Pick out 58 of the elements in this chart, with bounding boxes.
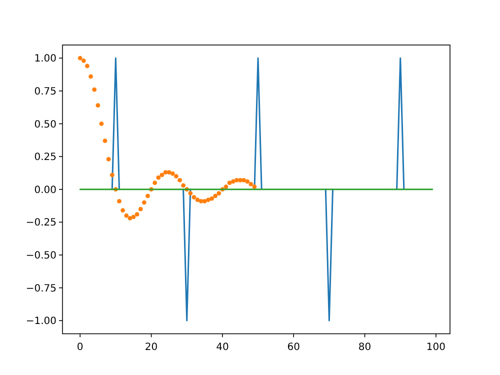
point xyxy=(252,184,257,189)
y-tick-label: −0.25 xyxy=(26,218,56,229)
y-tick-label: 0.00 xyxy=(34,184,56,196)
x-tick-label: 40 xyxy=(216,342,229,353)
x-tick-label: 0 xyxy=(76,342,84,353)
point xyxy=(92,87,97,92)
point xyxy=(213,194,218,198)
point xyxy=(248,182,254,186)
point xyxy=(102,138,108,144)
point xyxy=(99,122,104,126)
point xyxy=(120,208,126,213)
point xyxy=(174,174,178,178)
point xyxy=(152,180,158,186)
point xyxy=(110,172,114,178)
point xyxy=(146,194,150,198)
y-tick-label: 1.00 xyxy=(34,54,56,65)
point xyxy=(178,178,182,182)
point xyxy=(131,214,136,220)
point xyxy=(181,183,186,188)
point xyxy=(78,56,82,60)
point xyxy=(138,206,143,212)
point xyxy=(163,170,168,175)
point xyxy=(238,178,242,182)
x-tick-label: 60 xyxy=(287,342,300,353)
y-tick-label: 0.25 xyxy=(34,152,56,164)
y-tick-label: 0.50 xyxy=(34,119,56,130)
point xyxy=(202,198,207,204)
point xyxy=(106,156,111,162)
x-tick-label: 20 xyxy=(144,342,158,353)
y-tick-label: 0.75 xyxy=(34,86,56,98)
x-tick-label: 100 xyxy=(426,342,446,353)
point xyxy=(96,103,100,108)
point xyxy=(245,179,250,184)
point xyxy=(195,198,200,202)
y-tick-label: −0.75 xyxy=(26,283,56,294)
y-tick-label: −1.00 xyxy=(26,316,56,328)
point xyxy=(85,64,90,68)
point xyxy=(216,191,222,196)
point xyxy=(170,171,175,176)
point xyxy=(206,198,210,202)
y-tick-label: −0.50 xyxy=(26,250,56,262)
point xyxy=(160,172,164,178)
point xyxy=(142,200,146,205)
point xyxy=(88,74,93,79)
point xyxy=(134,212,140,217)
point xyxy=(192,195,196,200)
point xyxy=(128,216,132,220)
point xyxy=(81,58,86,63)
point xyxy=(242,178,246,182)
point xyxy=(224,184,228,189)
x-tick-label: 80 xyxy=(358,342,372,353)
point xyxy=(166,170,172,175)
point xyxy=(156,175,161,180)
point xyxy=(124,213,129,218)
point xyxy=(117,198,122,204)
point xyxy=(188,191,193,196)
point xyxy=(210,196,214,201)
point xyxy=(227,180,232,186)
